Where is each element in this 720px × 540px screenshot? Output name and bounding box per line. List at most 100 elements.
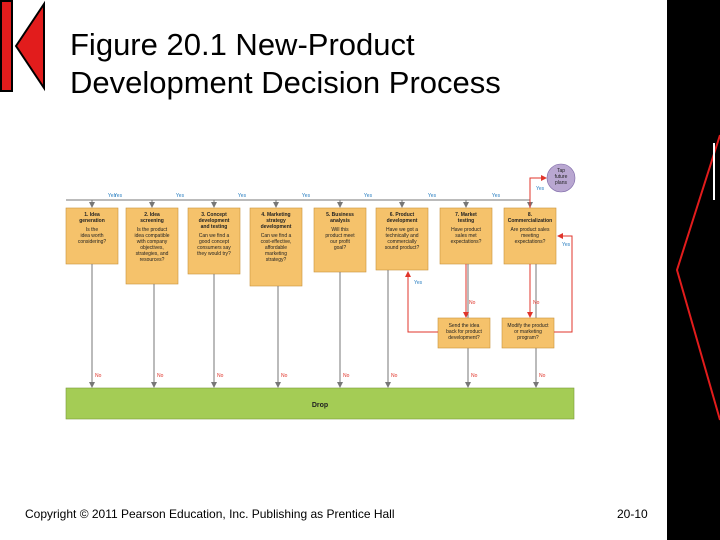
drop-label: Drop xyxy=(312,402,328,409)
step-3-title-line-2: development xyxy=(199,218,230,224)
step-1-title-line-2: generation xyxy=(79,218,105,224)
feedback-box-right xyxy=(501,317,555,349)
step-7-question-line-1: Have product xyxy=(451,227,481,233)
copyright-text: Copyright © 2011 Pearson Education, Inc.… xyxy=(25,507,395,521)
step-6-question-line-2: technically and xyxy=(385,233,418,239)
step-3-title-line-1: 3. Concept xyxy=(201,212,227,218)
no-label-5: No xyxy=(343,373,350,379)
step-8-title-line-2: Commercialization xyxy=(508,218,552,224)
no-label-7: No xyxy=(471,373,478,379)
step-2-question-line-6: resources? xyxy=(140,257,165,263)
step-4-question-line-2: cost-effective, xyxy=(261,239,292,245)
no-label-3: No xyxy=(217,373,224,379)
step-4-title-line-3: development xyxy=(261,224,292,230)
step-2-question-line-3: with company xyxy=(137,239,168,245)
no-label-2: No xyxy=(157,373,164,379)
step-box-4 xyxy=(249,207,303,287)
no-label-1: No xyxy=(95,373,102,379)
yes-label-3: Yes xyxy=(176,193,185,199)
yes-label-7: Yes xyxy=(428,193,437,199)
yes-label-2: Yes xyxy=(114,193,123,199)
step-box-5 xyxy=(313,207,367,273)
step-box-7 xyxy=(439,207,493,265)
logo-k-icon xyxy=(0,0,45,92)
feedback-right-line-3: program? xyxy=(517,335,539,341)
step-8-title-line-1: 8. xyxy=(528,212,533,218)
step-3-title-line-3: and testing xyxy=(201,224,228,230)
step-3-question-line-1: Can we find a xyxy=(199,233,230,239)
no-label-feedback-right: No xyxy=(533,300,540,306)
step-box-2 xyxy=(125,207,179,285)
step-5-question-line-1: Will this xyxy=(331,227,349,233)
step-4-title-line-2: strategy xyxy=(266,218,286,224)
step-4-question-line-1: Can we find a xyxy=(261,233,292,239)
step-8-question-line-1: Are product sales xyxy=(511,227,550,233)
step-2-question-line-2: idea compatible xyxy=(134,233,169,239)
yes-label-5: Yes xyxy=(302,193,311,199)
step-1-question-line-1: Is the xyxy=(86,227,98,233)
step-5-question-line-2: product meet xyxy=(325,233,355,239)
yes-label-8: Yes xyxy=(492,193,501,199)
step-5-question-line-3: our profit xyxy=(330,239,350,245)
yes-label-feedback-right: Yes xyxy=(562,242,571,248)
feedback-right-line-2: or marketing xyxy=(514,329,542,335)
step-6-question-line-1: Have we got a xyxy=(386,227,418,233)
yes-to-future-plans xyxy=(529,175,547,208)
slide-title: Figure 20.1 New-Product Development Deci… xyxy=(70,26,650,102)
feedback-left-line-1: Send the idea xyxy=(449,323,480,329)
feedback-right-line-1: Modify the product xyxy=(507,323,549,329)
step-6-question-line-4: sound product? xyxy=(385,245,420,251)
no-label-feedback-left: No xyxy=(469,300,476,306)
page-number: 20-10 xyxy=(617,507,648,521)
yes-label-4: Yes xyxy=(238,193,247,199)
no-label-8: No xyxy=(539,373,546,379)
step-box-6 xyxy=(375,207,429,271)
step-3-question-line-3: consumers say xyxy=(197,245,231,251)
future-plans-circle xyxy=(546,163,576,193)
drop-bar xyxy=(65,387,575,420)
yes-label-feedback-left: Yes xyxy=(414,280,423,286)
step-2-title-line-1: 2. Idea xyxy=(144,212,160,218)
no-label-6: No xyxy=(391,373,398,379)
step-4-title-line-1: 4. Marketing xyxy=(261,212,290,218)
step-6-title-line-1: 6. Product xyxy=(390,212,415,218)
step-1-title-line-1: 1. Idea xyxy=(84,212,100,218)
future-plans-line-1: Tap xyxy=(557,168,565,174)
right-black-bar xyxy=(667,0,720,540)
step-4-question-line-3: affordable xyxy=(265,245,287,251)
feedback-right-loop xyxy=(554,233,573,333)
step-5-title-line-2: analysis xyxy=(330,218,350,224)
step-2-question-line-5: strategies, and xyxy=(136,251,169,257)
step-2-title-line-2: screening xyxy=(140,218,164,224)
step-3-question-line-2: good concept xyxy=(199,239,230,245)
feedback-left-line-2: back for product xyxy=(446,329,482,335)
feedback-left-loop xyxy=(405,271,438,333)
step-7-title-line-2: testing xyxy=(458,218,474,224)
future-plans-line-3: plans xyxy=(555,180,567,186)
step-2-question-line-4: objectives, xyxy=(140,245,164,251)
step-4-question-line-5: strategy? xyxy=(266,257,287,263)
right-red-decoration xyxy=(675,134,720,421)
step-5-question-line-4: goal? xyxy=(334,245,346,251)
feedback-left-line-3: development? xyxy=(448,335,480,341)
step-6-question-line-3: commercially xyxy=(387,239,417,245)
title-line-1: Figure 20.1 New-Product xyxy=(70,27,415,62)
yes-label-future: Yes xyxy=(536,186,545,192)
feedback-box-left xyxy=(437,317,491,349)
step-8-question-line-3: expectations? xyxy=(515,239,546,245)
title-line-2: Development Decision Process xyxy=(70,65,501,100)
step-2-question-line-1: Is the product xyxy=(137,227,168,233)
step-5-title-line-1: 5. Business xyxy=(326,212,354,218)
step-box-8 xyxy=(503,207,557,265)
no-label-4: No xyxy=(281,373,288,379)
future-plans-line-2: future xyxy=(555,174,568,180)
yes-label-6: Yes xyxy=(364,193,373,199)
step-1-question-line-3: considering? xyxy=(78,239,107,245)
step-7-title-line-1: 7. Market xyxy=(455,212,477,218)
yes-label-1: Yes xyxy=(108,193,117,199)
step-1-question-line-2: idea worth xyxy=(80,233,103,239)
step-8-question-line-2: meeting xyxy=(521,233,539,239)
step-3-question-line-4: they would try? xyxy=(197,251,231,257)
step-6-title-line-2: development xyxy=(387,218,418,224)
